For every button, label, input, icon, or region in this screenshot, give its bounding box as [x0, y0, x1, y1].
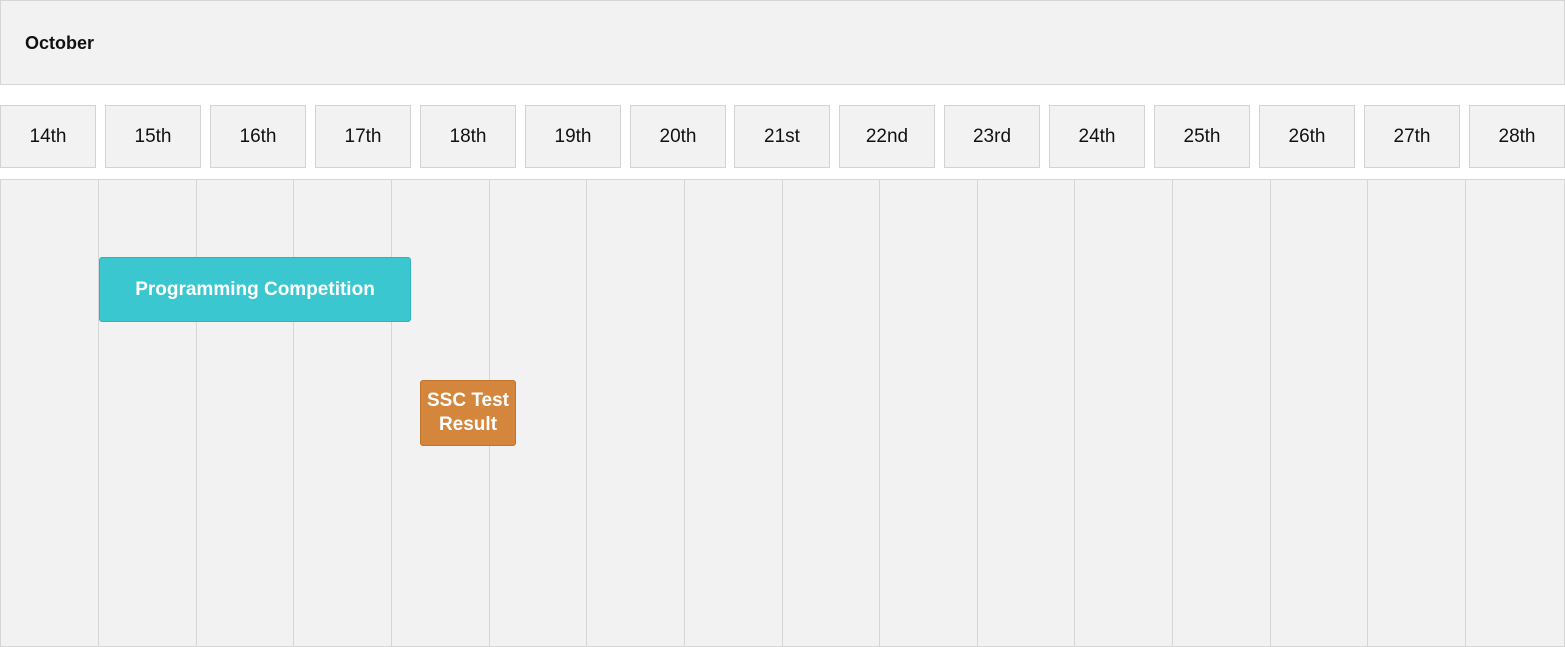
- column-divider: [1465, 180, 1466, 646]
- column-divider: [98, 180, 99, 646]
- day-header-15th[interactable]: 15th: [105, 105, 201, 168]
- day-header-14th[interactable]: 14th: [0, 105, 96, 168]
- day-header-18th[interactable]: 18th: [420, 105, 516, 168]
- day-header-17th[interactable]: 17th: [315, 105, 411, 168]
- day-header-24th[interactable]: 24th: [1049, 105, 1145, 168]
- column-divider: [1367, 180, 1368, 646]
- column-divider: [782, 180, 783, 646]
- column-divider: [1074, 180, 1075, 646]
- day-header-row: 14th 15th 16th 17th 18th 19th 20th 21st …: [0, 105, 1565, 168]
- day-header-21st[interactable]: 21st: [734, 105, 830, 168]
- month-header: October: [0, 0, 1565, 85]
- day-header-26th[interactable]: 26th: [1259, 105, 1355, 168]
- column-divider: [684, 180, 685, 646]
- day-header-28th[interactable]: 28th: [1469, 105, 1565, 168]
- column-divider: [1270, 180, 1271, 646]
- day-header-20th[interactable]: 20th: [630, 105, 726, 168]
- column-divider: [977, 180, 978, 646]
- day-header-23rd[interactable]: 23rd: [944, 105, 1040, 168]
- day-header-19th[interactable]: 19th: [525, 105, 621, 168]
- event-title: SSC Test Result: [426, 390, 509, 435]
- day-header-27th[interactable]: 27th: [1364, 105, 1460, 168]
- column-divider: [391, 180, 392, 646]
- day-header-16th[interactable]: 16th: [210, 105, 306, 168]
- day-header-22nd[interactable]: 22nd: [839, 105, 935, 168]
- column-divider: [586, 180, 587, 646]
- column-divider: [293, 180, 294, 646]
- calendar-grid[interactable]: [0, 179, 1565, 647]
- month-title: October: [25, 33, 95, 53]
- column-divider: [1172, 180, 1173, 646]
- column-divider: [196, 180, 197, 646]
- column-divider: [879, 180, 880, 646]
- event-programming-competition[interactable]: Programming Competition: [99, 257, 411, 322]
- event-ssc-test-result[interactable]: SSC Test Result: [420, 380, 516, 446]
- event-title: Programming Competition: [135, 278, 375, 300]
- day-header-25th[interactable]: 25th: [1154, 105, 1250, 168]
